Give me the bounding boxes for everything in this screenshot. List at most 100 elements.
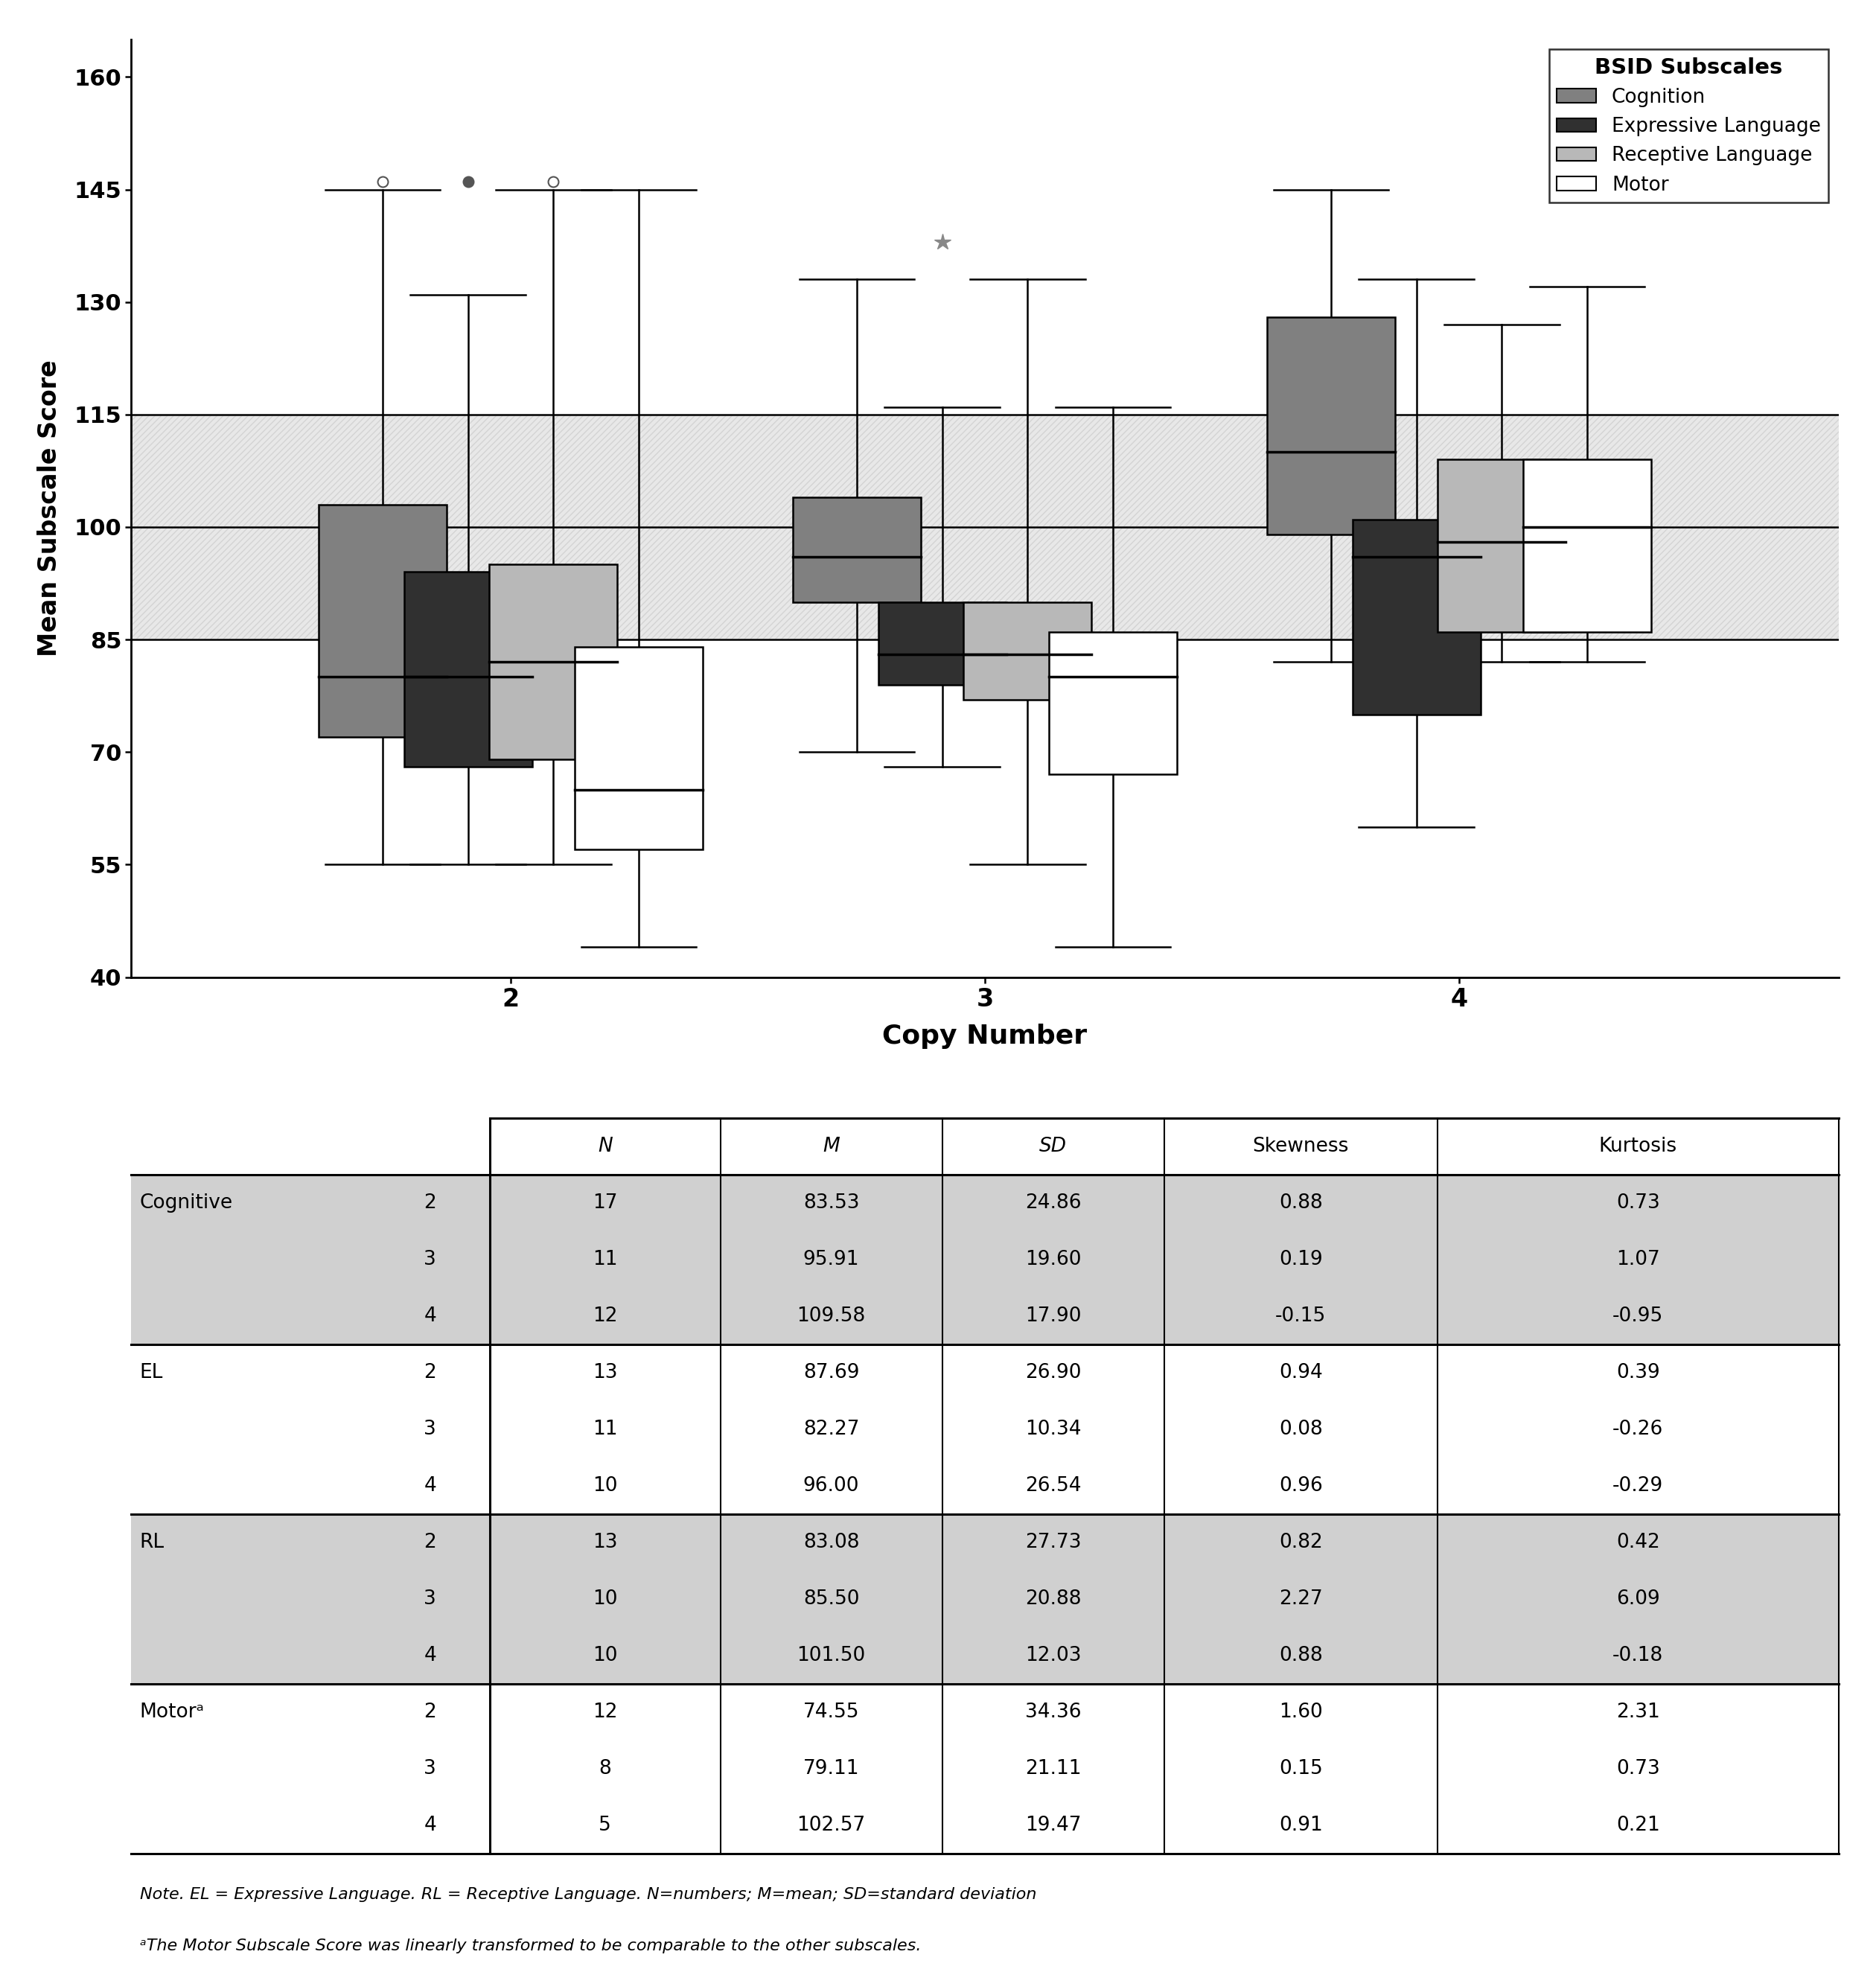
Text: 82.27: 82.27 [803,1420,859,1440]
Text: 96.00: 96.00 [803,1477,859,1495]
Bar [131,1684,1838,1739]
Text: 11: 11 [593,1250,617,1270]
Bar [131,1570,1838,1627]
Text: 0.82: 0.82 [1279,1532,1323,1552]
Bar [131,1739,1838,1796]
Text: 0.15: 0.15 [1279,1759,1323,1779]
Text: 8: 8 [598,1759,612,1779]
Text: N: N [598,1136,612,1156]
Text: 4: 4 [424,1816,437,1834]
Text: Cognitive: Cognitive [141,1193,233,1213]
Text: 0.08: 0.08 [1279,1420,1323,1440]
Text: 102.57: 102.57 [797,1816,865,1834]
Text: ᵃThe Motor Subscale Score was linearly transformed to be comparable to the other: ᵃThe Motor Subscale Score was linearly t… [141,1938,921,1952]
Text: 17: 17 [593,1193,617,1213]
Bar [1523,459,1651,631]
Text: 2: 2 [424,1363,437,1382]
Text: 19.60: 19.60 [1024,1250,1081,1270]
Bar [794,497,921,601]
Text: 34.36: 34.36 [1024,1702,1081,1722]
Text: 10: 10 [593,1477,617,1495]
Text: 19.47: 19.47 [1024,1816,1081,1834]
Text: 4: 4 [424,1305,437,1325]
Bar [319,505,446,738]
Text: 4: 4 [424,1647,437,1664]
Text: 2: 2 [424,1702,437,1722]
Text: 10.34: 10.34 [1024,1420,1081,1440]
Text: EL: EL [141,1363,163,1382]
Text: Note. EL = Expressive Language. RL = Receptive Language. N=numbers; M=mean; SD=s: Note. EL = Expressive Language. RL = Rec… [141,1887,1037,1903]
Text: 74.55: 74.55 [803,1702,859,1722]
Bar [131,1796,1838,1854]
Text: 3: 3 [424,1759,437,1779]
Text: 3: 3 [424,1250,437,1270]
Text: -0.26: -0.26 [1613,1420,1664,1440]
Text: 24.86: 24.86 [1024,1193,1081,1213]
Bar [131,1288,1838,1345]
Bar [490,1118,1838,1175]
Text: 21.11: 21.11 [1024,1759,1081,1779]
Bar [1437,459,1566,631]
Text: -0.95: -0.95 [1613,1305,1664,1325]
Bar [131,1345,1838,1400]
X-axis label: Copy Number: Copy Number [882,1023,1088,1049]
Bar [964,601,1092,700]
Text: 0.39: 0.39 [1615,1363,1660,1382]
Text: -0.18: -0.18 [1613,1647,1664,1664]
Bar [403,572,533,767]
Bar [131,1175,1838,1231]
Text: 17.90: 17.90 [1024,1305,1081,1325]
Text: 12.03: 12.03 [1024,1647,1081,1664]
Text: 79.11: 79.11 [803,1759,859,1779]
Bar [131,1400,1838,1457]
Text: 83.08: 83.08 [803,1532,859,1552]
Text: 0.73: 0.73 [1615,1193,1660,1213]
Bar [131,1627,1838,1684]
Text: 26.54: 26.54 [1024,1477,1081,1495]
Text: M: M [824,1136,840,1156]
Bar [131,414,1838,639]
Text: SD: SD [1039,1136,1067,1156]
Bar [1049,631,1176,775]
Text: 95.91: 95.91 [803,1250,859,1270]
Text: 0.19: 0.19 [1279,1250,1323,1270]
Text: 3: 3 [424,1589,437,1609]
Text: 3: 3 [424,1420,437,1440]
Bar [1353,519,1480,714]
Text: 0.88: 0.88 [1279,1193,1323,1213]
Text: 10: 10 [593,1647,617,1664]
Bar [574,647,704,850]
Text: 13: 13 [593,1532,617,1552]
Text: 0.94: 0.94 [1279,1363,1323,1382]
Text: 1.60: 1.60 [1279,1702,1323,1722]
Text: 2: 2 [424,1193,437,1213]
Text: 27.73: 27.73 [1024,1532,1081,1552]
Legend: Cognition, Expressive Language, Receptive Language, Motor: Cognition, Expressive Language, Receptiv… [1550,49,1829,203]
Text: 0.91: 0.91 [1279,1816,1323,1834]
Text: Motorᵃ: Motorᵃ [141,1702,204,1722]
Text: 1.07: 1.07 [1615,1250,1660,1270]
Text: 12: 12 [593,1305,617,1325]
Text: 26.90: 26.90 [1024,1363,1081,1382]
Text: Kurtosis: Kurtosis [1598,1136,1677,1156]
Text: 13: 13 [593,1363,617,1382]
Bar [131,1457,1838,1514]
Bar [490,564,617,759]
Text: -0.29: -0.29 [1613,1477,1664,1495]
Text: 0.96: 0.96 [1279,1477,1323,1495]
Y-axis label: Mean Subscale Score: Mean Subscale Score [38,359,62,657]
Text: -0.15: -0.15 [1276,1305,1326,1325]
Text: Skewness: Skewness [1253,1136,1349,1156]
Text: 109.58: 109.58 [797,1305,865,1325]
Text: 4: 4 [424,1477,437,1495]
Text: 20.88: 20.88 [1024,1589,1081,1609]
Text: 5: 5 [598,1816,612,1834]
Text: 6.09: 6.09 [1615,1589,1660,1609]
Text: 83.53: 83.53 [803,1193,859,1213]
Bar [131,1514,1838,1570]
Text: 0.73: 0.73 [1615,1759,1660,1779]
Text: 0.21: 0.21 [1615,1816,1660,1834]
Text: 12: 12 [593,1702,617,1722]
Text: 87.69: 87.69 [803,1363,859,1382]
Bar [131,1231,1838,1288]
